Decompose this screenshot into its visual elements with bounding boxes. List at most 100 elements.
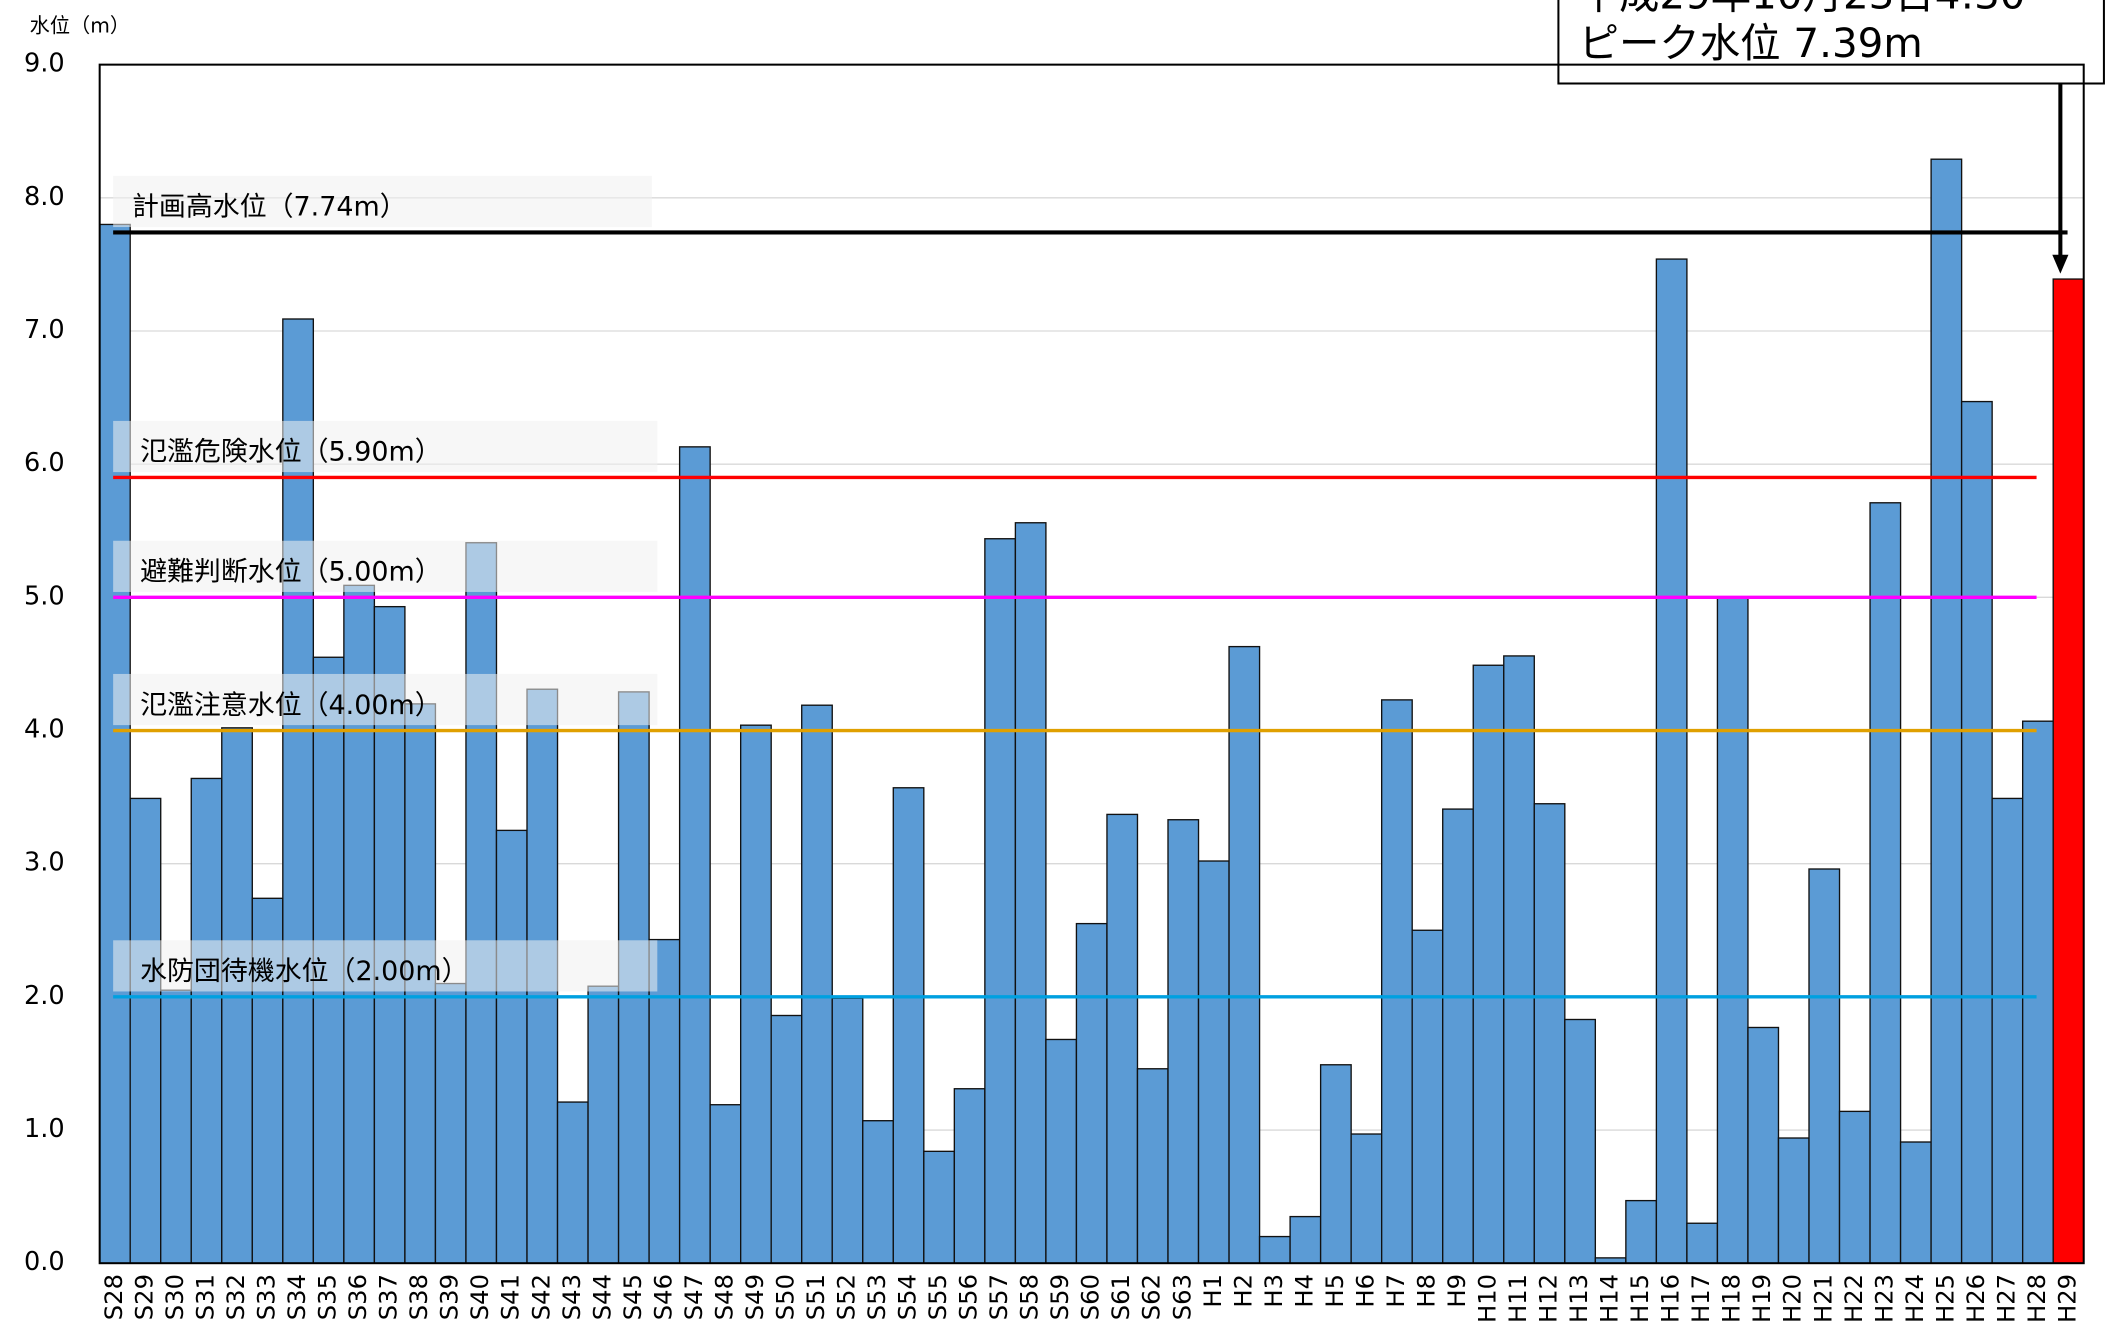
x-tick-label: S55: [923, 1274, 952, 1320]
y-axis-label: 水位（m）: [30, 13, 130, 37]
bar: [1106, 813, 1139, 1264]
x-tick-label: H20: [1778, 1274, 1807, 1323]
x-tick-label: S50: [770, 1274, 799, 1320]
bar: [495, 829, 528, 1264]
bar: [129, 797, 162, 1264]
bar: [1777, 1137, 1810, 1264]
bar: [1350, 1133, 1383, 1264]
bar: [1869, 502, 1902, 1264]
x-tick-label: H16: [1656, 1274, 1685, 1323]
y-tick-label: 8.0: [24, 182, 65, 212]
x-tick-label: H7: [1381, 1274, 1410, 1308]
bar: [1045, 1038, 1078, 1264]
y-tick-label: 9.0: [24, 49, 65, 79]
x-tick-label: H3: [1259, 1274, 1288, 1308]
x-tick-label: S52: [832, 1274, 861, 1320]
x-tick-label: H2: [1228, 1274, 1257, 1308]
bar: [1625, 1199, 1658, 1264]
bar: [862, 1120, 894, 1264]
y-tick-label: 2.0: [24, 981, 65, 1011]
x-tick-label: H27: [1991, 1274, 2020, 1323]
x-tick-label: H5: [1320, 1274, 1349, 1308]
x-tick-label: S48: [709, 1274, 738, 1320]
reference-label: 水防団待機水位（2.00m）: [140, 956, 468, 987]
bar: [709, 1104, 742, 1264]
x-tick-label: H18: [1717, 1274, 1746, 1323]
x-tick-label: H12: [1534, 1274, 1563, 1323]
reference-label: 氾濫危険水位（5.90m）: [140, 437, 442, 468]
bar: [190, 777, 223, 1264]
plot-frame: [98, 63, 2085, 1265]
x-tick-label: H24: [1900, 1274, 1929, 1323]
x-tick-label: H8: [1411, 1274, 1440, 1308]
reference-label-background: [113, 940, 658, 992]
x-tick-label: S51: [801, 1274, 830, 1320]
bar: [1930, 158, 1963, 1264]
bar: [1442, 808, 1474, 1264]
bar: [1167, 819, 1200, 1264]
x-tick-label: S45: [618, 1274, 647, 1320]
bar: [1838, 1110, 1871, 1264]
bar: [1655, 258, 1688, 1264]
x-tick-label: S37: [374, 1274, 403, 1320]
bar: [1258, 1235, 1291, 1264]
bar: [1716, 596, 1749, 1264]
x-tick-label: S56: [954, 1274, 983, 1320]
x-tick-label: H14: [1595, 1274, 1624, 1323]
bar: [1503, 655, 1535, 1264]
bar: [1808, 868, 1841, 1264]
annotation-text: ピーク水位 7.39m: [1579, 19, 1923, 67]
x-tick-label: S54: [893, 1274, 922, 1320]
x-tick-label: S46: [648, 1274, 677, 1320]
bar: [1319, 1064, 1352, 1264]
bar: [648, 938, 681, 1264]
x-tick-label: H10: [1473, 1274, 1502, 1323]
bar: [1228, 645, 1261, 1264]
bar: [556, 1101, 589, 1264]
x-tick-label: S31: [191, 1274, 220, 1320]
annotation-arrowhead: [2052, 254, 2069, 274]
x-tick-label: S58: [1015, 1274, 1044, 1320]
bar: [1380, 699, 1413, 1264]
annotation-text: 平成29年10月23日4:30: [1579, 0, 2026, 18]
x-tick-label: S29: [129, 1274, 158, 1320]
bar: [892, 787, 925, 1264]
bar: [160, 989, 192, 1264]
bar: [831, 997, 864, 1264]
x-tick-label: S62: [1137, 1274, 1166, 1320]
x-tick-label: S41: [496, 1274, 525, 1320]
y-tick-label: 7.0: [24, 315, 65, 345]
x-tick-label: H9: [1442, 1274, 1471, 1308]
x-tick-label: S44: [587, 1274, 616, 1320]
bar: [1564, 1018, 1597, 1264]
x-tick-label: H1: [1198, 1274, 1227, 1308]
y-tick-label: 5.0: [24, 581, 65, 611]
x-tick-label: S33: [252, 1274, 281, 1320]
x-tick-label: S28: [99, 1274, 128, 1320]
reference-label-background: [113, 420, 658, 473]
x-tick-label: H4: [1289, 1274, 1318, 1308]
x-tick-label: S35: [313, 1274, 342, 1320]
bar: [1960, 400, 1993, 1264]
reference-label: 氾濫注意水位（4.00m）: [140, 690, 442, 721]
x-tick-label: H11: [1503, 1274, 1532, 1323]
x-tick-label: H13: [1564, 1274, 1593, 1323]
x-tick-label: H21: [1808, 1274, 1837, 1323]
x-tick-label: H19: [1747, 1274, 1776, 1323]
y-tick-label: 1.0: [24, 1114, 65, 1144]
y-tick-label: 3.0: [24, 848, 65, 878]
reference-label-background: [113, 175, 652, 228]
bar: [1899, 1141, 1932, 1264]
bar: [678, 446, 711, 1264]
bar: [801, 704, 833, 1264]
y-tick-label: 0.0: [24, 1247, 65, 1277]
reference-label: 避難判断水位（5.00m）: [140, 557, 442, 588]
x-tick-label: S60: [1076, 1274, 1105, 1320]
x-tick-label: H17: [1686, 1274, 1715, 1323]
x-tick-label: S49: [740, 1274, 769, 1320]
bar: [953, 1088, 986, 1264]
x-tick-label: S32: [221, 1274, 250, 1320]
reference-label-background: [113, 540, 658, 592]
x-tick-label: H25: [1930, 1274, 1959, 1323]
